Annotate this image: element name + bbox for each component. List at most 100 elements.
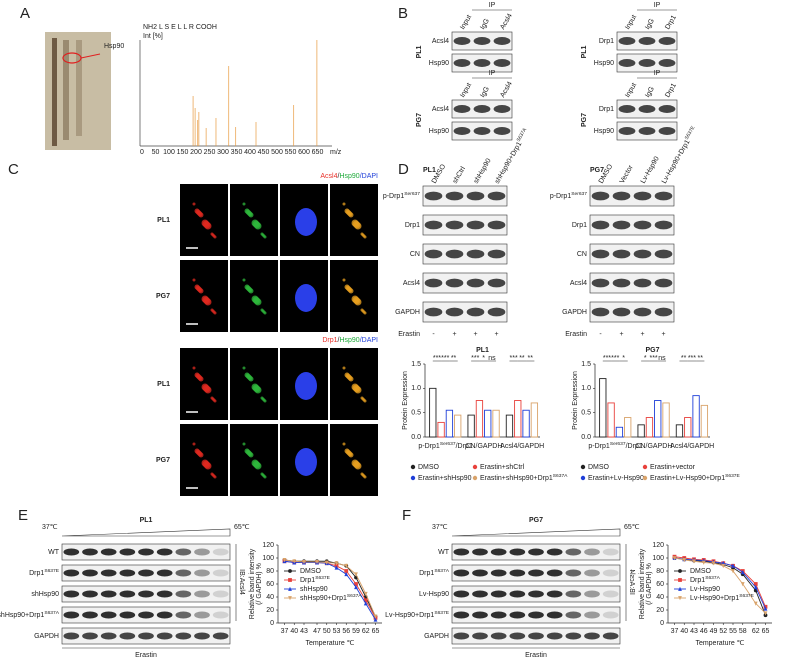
blot-band bbox=[638, 105, 656, 113]
lane-label: Input bbox=[459, 82, 473, 99]
signal bbox=[351, 459, 359, 467]
row-label: Drp1 bbox=[599, 106, 614, 113]
blot-band bbox=[490, 590, 507, 598]
signal bbox=[342, 366, 346, 370]
marker bbox=[354, 584, 358, 590]
x-tick-label: 62 bbox=[752, 628, 760, 635]
blot-band bbox=[638, 59, 656, 67]
marker bbox=[363, 601, 368, 606]
blot-band bbox=[473, 37, 491, 45]
legend-label: Erastin+Lv-Hsp90 bbox=[588, 475, 644, 482]
panel-letter: C bbox=[8, 161, 19, 178]
marker bbox=[740, 582, 745, 587]
blot-band bbox=[612, 249, 631, 259]
blot-band bbox=[212, 548, 229, 556]
ip-label: IP bbox=[654, 70, 661, 77]
text-part: Hsp90 bbox=[339, 173, 359, 180]
text-part: p-Drp1 bbox=[383, 193, 405, 200]
row-label: Acsl4 bbox=[432, 106, 449, 113]
text-part: /Drp1 bbox=[626, 443, 643, 450]
text-part: shHsp90+Drp1 bbox=[494, 141, 524, 185]
panel-letter: D bbox=[398, 161, 409, 178]
blot-band bbox=[445, 220, 464, 230]
text-part: / bbox=[338, 337, 340, 344]
chart-title: PL1 bbox=[476, 347, 489, 354]
blot-band bbox=[472, 632, 488, 640]
y-tick-label: 80 bbox=[266, 568, 274, 575]
signal bbox=[342, 202, 346, 206]
text-part: Drp1 bbox=[690, 577, 705, 584]
marker bbox=[731, 563, 735, 568]
cell-label: PG7 bbox=[590, 167, 604, 174]
row-label: Drp1 bbox=[599, 38, 614, 45]
y-tick-label: 60 bbox=[266, 581, 274, 588]
y-tick-label: 0.5 bbox=[411, 410, 421, 417]
blot-band bbox=[212, 632, 229, 640]
text-part: S637A bbox=[705, 575, 720, 581]
blot-band bbox=[602, 632, 619, 640]
signal bbox=[210, 232, 214, 236]
lane-label: Drp1 bbox=[664, 14, 678, 31]
blot-band bbox=[584, 569, 600, 577]
row-label: Acsl4 bbox=[432, 38, 449, 45]
text-part: Erastin+shHsp90+Drp1 bbox=[480, 475, 553, 482]
blot-band bbox=[445, 191, 464, 201]
tick-label: 150 bbox=[177, 149, 189, 156]
blot-band bbox=[445, 307, 464, 317]
signal bbox=[244, 372, 250, 378]
y-tick-label: 20 bbox=[266, 607, 274, 614]
y-axis-label: Relative band intensity bbox=[249, 548, 256, 619]
blot-band bbox=[473, 105, 491, 113]
legend-label: DMSO bbox=[300, 568, 322, 575]
y-axis-label: Protein Expression bbox=[572, 371, 579, 430]
blot-band bbox=[602, 548, 619, 556]
legend-label: Erastin+vector bbox=[650, 464, 696, 471]
signal bbox=[360, 232, 364, 236]
blot bbox=[422, 301, 508, 323]
marker bbox=[292, 559, 297, 564]
text-part: Acsl4 bbox=[320, 173, 337, 180]
row-label: GAPDH bbox=[34, 633, 59, 640]
x-tick-label: 46 bbox=[700, 628, 708, 635]
signal bbox=[244, 284, 250, 290]
temp-label: 65℃ bbox=[234, 524, 250, 531]
row-label: Hsp90 bbox=[594, 128, 614, 135]
text-part: Hsp90 bbox=[339, 337, 359, 344]
signal bbox=[344, 448, 350, 454]
row-label: PG7 bbox=[156, 457, 170, 464]
blot-band bbox=[156, 590, 173, 598]
y-tick-label: 100 bbox=[262, 555, 274, 562]
blot-band bbox=[453, 569, 470, 577]
blot-band bbox=[175, 611, 192, 619]
bar bbox=[467, 414, 475, 438]
signal bbox=[242, 278, 246, 282]
text-part: S637E bbox=[739, 593, 754, 599]
blot-band bbox=[63, 548, 80, 556]
blot-band bbox=[654, 249, 673, 259]
signal bbox=[201, 295, 209, 303]
blot-band bbox=[82, 590, 98, 598]
text-part: Ser637 bbox=[571, 191, 587, 197]
significance: *** bbox=[649, 355, 657, 362]
y-tick-label: 1.0 bbox=[581, 385, 591, 392]
blot-band bbox=[612, 278, 631, 288]
x-tick-label: 56 bbox=[342, 628, 350, 635]
blot bbox=[422, 185, 508, 207]
blot-band bbox=[612, 191, 631, 201]
significance: ns bbox=[658, 355, 666, 362]
bar bbox=[445, 409, 454, 438]
significance: ** bbox=[527, 355, 533, 362]
signal bbox=[201, 219, 209, 227]
row-label: shHsp90 bbox=[31, 591, 59, 598]
signal bbox=[260, 308, 264, 312]
x-tick-label: CN/GAPDH bbox=[465, 443, 502, 450]
blot-band bbox=[591, 278, 610, 288]
significance: ** bbox=[451, 355, 457, 362]
text-part: Ser637 bbox=[404, 191, 420, 197]
line bbox=[674, 557, 766, 616]
signal bbox=[251, 295, 259, 303]
text-part: /Drp1 bbox=[456, 443, 473, 450]
nucleus bbox=[295, 208, 317, 236]
temp-label: 37℃ bbox=[42, 524, 58, 531]
bar bbox=[607, 402, 615, 438]
